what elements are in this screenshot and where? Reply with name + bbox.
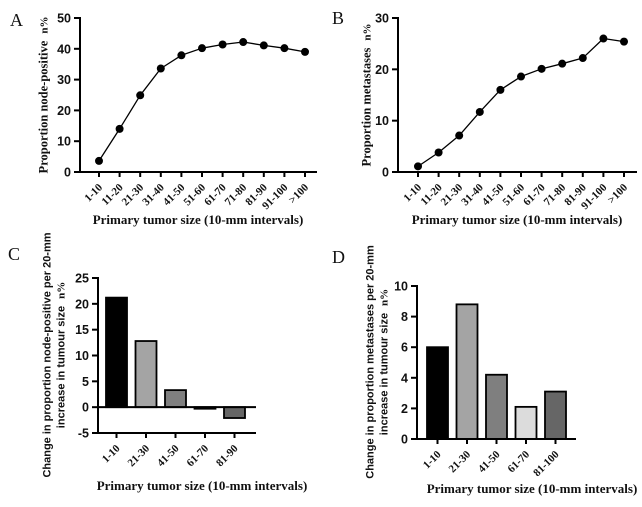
x-axis-title: Primary tumor size (10-mm intervals) (92, 212, 304, 227)
y-axis-unit: n% (38, 16, 51, 34)
y-axis-unit: n% (55, 281, 67, 299)
y-axis-title-line2: increase in tumour size (378, 312, 390, 436)
svg-text:81-100: 81-100 (531, 448, 562, 479)
svg-text:5: 5 (82, 375, 89, 389)
panel-a: A 0 10 20 30 40 50 1-10 11-20 21-30 31-40 41-50 51-… (0, 0, 321, 240)
svg-text:20: 20 (375, 63, 389, 77)
svg-text:0: 0 (401, 433, 408, 447)
svg-text:41-50: 41-50 (480, 181, 507, 208)
svg-text:30: 30 (57, 73, 71, 87)
y-axis-title-text: Proportion metastases (359, 47, 374, 167)
svg-text:0: 0 (82, 401, 89, 415)
panel-b: B 0 10 20 30 1-10 11-20 21-30 31-40 41-50 51-60 61… (321, 0, 642, 240)
svg-text:61-70: 61-70 (521, 181, 548, 208)
svg-text:20: 20 (57, 104, 71, 118)
y-axis-title-line2: increase in tumour size (55, 305, 67, 429)
svg-text:11-20: 11-20 (100, 181, 127, 208)
svg-text:21-30: 21-30 (120, 181, 147, 208)
svg-text:2: 2 (401, 402, 408, 416)
svg-text:21-30: 21-30 (439, 181, 466, 208)
svg-text:15: 15 (75, 323, 89, 337)
svg-text:31-40: 31-40 (459, 181, 486, 208)
svg-text:>100: >100 (606, 181, 631, 206)
y-axis-title-line1: Change in proportion metastases per 20-m… (364, 245, 377, 479)
y-axis-title: Change in proportion node-positive per 2… (41, 232, 69, 477)
panel-d: D 0 2 4 6 8 10 1-10 21-30 41-50 61-70 81-100 Chang… (321, 240, 642, 507)
svg-text:51-60: 51-60 (500, 181, 527, 208)
svg-text:0: 0 (64, 166, 71, 180)
svg-text:1-10: 1-10 (100, 442, 123, 465)
y-axis-title: Proportion metastases n% (360, 24, 375, 167)
svg-text:6: 6 (401, 341, 408, 355)
svg-text:41-50: 41-50 (155, 442, 182, 469)
panel-letter-a: A (10, 10, 23, 30)
svg-text:71-80: 71-80 (223, 181, 250, 208)
panel-letter-c: C (8, 244, 21, 264)
svg-text:21-30: 21-30 (446, 448, 473, 475)
svg-text:25: 25 (75, 272, 89, 286)
svg-text:61-70: 61-70 (202, 181, 229, 208)
svg-text:8: 8 (401, 310, 408, 324)
svg-text:21-30: 21-30 (125, 442, 152, 469)
metastases-line-chart: 01020301-1011-2021-3031-4041-5051-6061-7… (375, 12, 637, 212)
panel-letter-b: B (332, 8, 345, 28)
svg-text:81-90: 81-90 (214, 442, 241, 469)
svg-text:11-20: 11-20 (419, 181, 446, 208)
svg-text:41-50: 41-50 (476, 448, 503, 475)
y-axis-title: Proportion node-positive n% (37, 17, 52, 174)
svg-text:20: 20 (75, 297, 89, 311)
node-positive-change-bar-chart: -5 0 5 10 15 20 25 1-10 21-30 41-50 61-70 81-90 (75, 272, 256, 469)
svg-text:10: 10 (57, 135, 71, 149)
svg-text:10: 10 (394, 280, 408, 294)
svg-text:1-10: 1-10 (421, 448, 444, 471)
svg-text:41-50: 41-50 (161, 181, 188, 208)
y-axis-unit: n% (378, 288, 390, 306)
panel-c: C -5 0 5 10 15 20 25 1-10 21-30 41-50 61-70 81-90 C… (0, 232, 321, 507)
svg-text:-5: -5 (78, 427, 89, 441)
y-axis-title-text: Proportion node-positive (36, 40, 51, 174)
svg-text:51-60: 51-60 (181, 181, 208, 208)
svg-text:4: 4 (401, 371, 408, 385)
svg-text:10: 10 (75, 349, 89, 363)
svg-text:40: 40 (57, 42, 71, 56)
svg-text:71-80: 71-80 (542, 181, 569, 208)
y-axis-unit: n% (361, 23, 374, 41)
y-axis-title: Change in proportion metastases per 20-m… (364, 245, 392, 479)
x-axis-title: Primary tumor size (10-mm intervals) (96, 478, 308, 493)
svg-text:>100: >100 (287, 181, 312, 206)
svg-text:30: 30 (375, 12, 389, 26)
svg-text:10: 10 (375, 114, 389, 128)
y-axis-title-line1: Change in proportion node-positive per 2… (41, 232, 54, 478)
svg-text:0: 0 (382, 166, 389, 180)
panel-letter-d: D (332, 247, 345, 267)
svg-text:61-70: 61-70 (184, 442, 211, 469)
x-axis-title: Primary tumor size (10-mm intervals) (411, 212, 623, 227)
svg-text:61-70: 61-70 (505, 448, 532, 475)
x-axis-title: Primary tumor size (10-mm intervals) (426, 481, 638, 496)
svg-text:50: 50 (57, 12, 71, 26)
node-positive-line-chart: 010203040501-1011-2021-3031-4041-5051-60… (57, 12, 317, 212)
svg-text:31-40: 31-40 (140, 181, 167, 208)
